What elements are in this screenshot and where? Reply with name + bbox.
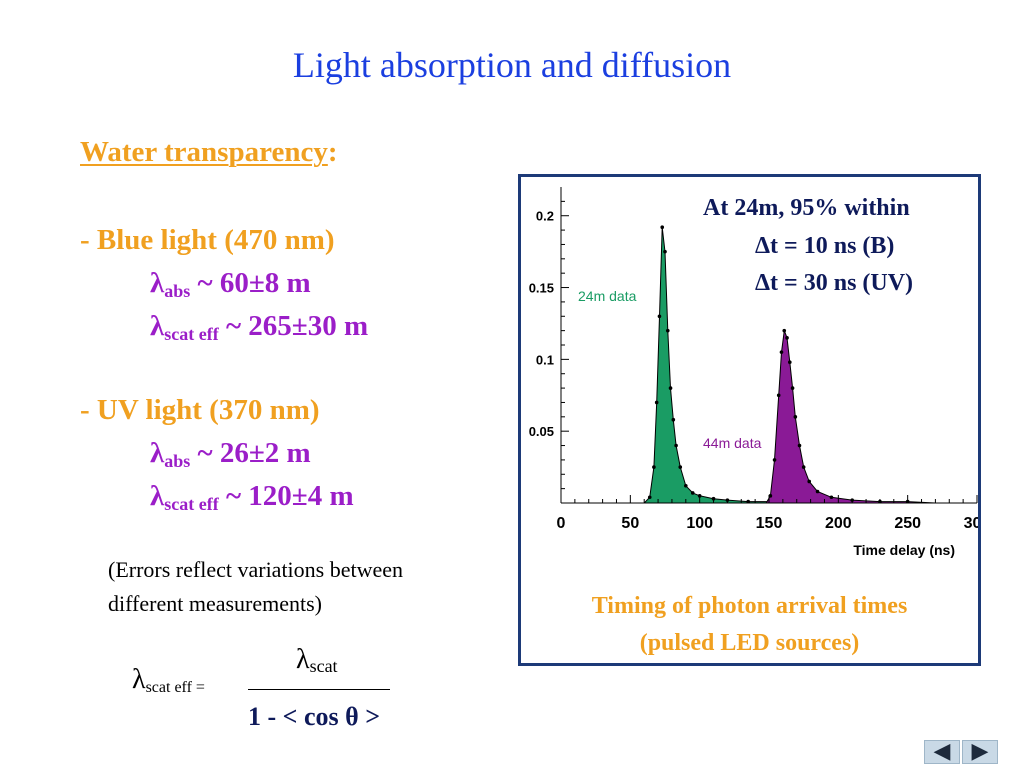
errors-note: (Errors reflect variations between diffe…	[108, 553, 403, 621]
x-tick-label: 50	[621, 515, 639, 532]
data-point	[684, 483, 688, 488]
uv-abs-sub: abs	[164, 451, 191, 471]
data-point	[793, 415, 798, 419]
series-area-2	[765, 330, 977, 504]
data-point	[678, 465, 683, 469]
data-point	[801, 465, 806, 469]
data-point	[772, 458, 777, 462]
x-tick-label: 100	[686, 515, 713, 532]
timing-chart: 24m data 44m data 0 50 100 150 200 250 300 0.05 0.…	[529, 187, 978, 558]
uv-scat-value: ~ 120±4 m	[218, 480, 354, 512]
x-tick-label: 300	[964, 515, 978, 532]
blue-abs-formula: λabs ~ 60±8 m	[150, 267, 311, 302]
data-point	[797, 443, 802, 448]
definition-numerator: λscat	[296, 644, 338, 677]
definition-lhs-symbol: λ	[132, 664, 146, 695]
data-point	[652, 465, 656, 469]
x-tick-label: 200	[825, 515, 852, 532]
data-point	[657, 314, 662, 319]
section-heading: Water transparency:	[80, 136, 338, 169]
heading-colon: :	[327, 136, 338, 168]
series-label-2: 44m data	[703, 435, 762, 451]
data-point	[746, 499, 750, 504]
annotation-line1: At 24m, 95% within	[703, 195, 910, 221]
heading-text: Water transparency	[80, 136, 328, 168]
blue-abs-value: ~ 60±8 m	[190, 267, 311, 299]
definition-num-sub: scat	[309, 656, 338, 676]
next-slide-button[interactable]: ▶	[962, 740, 998, 764]
data-point	[815, 489, 820, 494]
blue-scat-value: ~ 265±30 m	[218, 310, 369, 342]
definition-denominator: 1 - < cos θ >	[248, 702, 381, 731]
plot-panel: 24m data 44m data 0 50 100 150 200 250 300 0.05 0.…	[518, 174, 981, 666]
x-axis-label: Time delay (ns)	[853, 542, 955, 558]
data-point	[711, 496, 716, 501]
blue-scat-sub: scat eff	[164, 324, 219, 344]
triangle-left-icon: ◀	[933, 739, 951, 764]
data-point	[647, 495, 652, 500]
triangle-right-icon: ▶	[971, 739, 989, 764]
slide-title: Light absorption and diffusion	[292, 45, 732, 85]
data-point	[663, 249, 667, 254]
plot-caption-line2: (pulsed LED sources)	[639, 630, 860, 656]
annotation-line3: Δt = 30 ns (UV)	[755, 270, 914, 296]
errors-note-line2: different measurements)	[108, 591, 323, 616]
blue-abs-sub: abs	[164, 281, 191, 301]
data-point	[690, 491, 695, 495]
data-point	[790, 386, 795, 390]
data-point	[660, 225, 665, 230]
series-label-1: 24m data	[578, 288, 637, 304]
uv-abs-formula: λabs ~ 26±2 m	[150, 437, 311, 472]
data-point	[788, 360, 792, 365]
blue-scat-symbol: λ	[150, 310, 165, 342]
data-point	[785, 336, 789, 340]
definition-lhs: λscat eff =	[132, 664, 205, 697]
previous-slide-button[interactable]: ◀	[924, 740, 960, 764]
annotation-line2: Δt = 10 ns (B)	[755, 233, 895, 259]
definition-lhs-sub: scat eff =	[145, 679, 205, 696]
data-point	[807, 479, 812, 484]
x-tick-label: 0	[557, 515, 566, 532]
data-point	[782, 328, 787, 333]
uv-light-label: - UV light (370 nm)	[80, 394, 320, 426]
uv-scat-sub: scat eff	[164, 494, 219, 514]
data-point	[671, 417, 676, 422]
x-tick-label: 250	[894, 515, 921, 532]
y-tick-label: 0.15	[529, 281, 554, 296]
data-point	[654, 400, 659, 405]
blue-scat-formula: λscat eff ~ 265±30 m	[150, 310, 368, 345]
blue-abs-symbol: λ	[150, 267, 165, 299]
uv-abs-symbol: λ	[150, 437, 165, 469]
definition-fraction-bar	[248, 689, 390, 690]
y-tick-label: 0.2	[536, 209, 554, 224]
blue-light-label: - Blue light (470 nm)	[80, 224, 335, 256]
plot-caption-line1: Timing of photon arrival times	[591, 593, 908, 619]
x-tick-label: 150	[756, 515, 783, 532]
data-point	[668, 386, 673, 390]
data-point	[779, 350, 784, 354]
uv-scat-symbol: λ	[150, 480, 165, 512]
y-tick-label: 0.05	[529, 424, 554, 439]
data-point	[674, 443, 678, 448]
uv-scat-formula: λscat eff ~ 120±4 m	[150, 480, 354, 515]
data-point	[665, 328, 670, 333]
errors-note-line1: (Errors reflect variations between	[108, 557, 404, 582]
y-tick-label: 0.1	[536, 352, 554, 367]
data-point	[829, 495, 834, 500]
definition-num-symbol: λ	[296, 644, 310, 675]
uv-abs-value: ~ 26±2 m	[190, 437, 311, 469]
data-point	[776, 393, 781, 398]
